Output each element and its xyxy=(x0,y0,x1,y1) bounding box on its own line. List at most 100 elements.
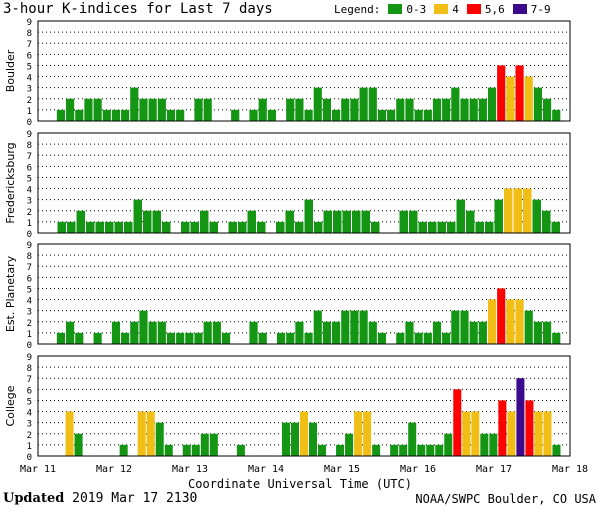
bar xyxy=(399,444,408,456)
bar xyxy=(212,321,221,344)
bar xyxy=(352,210,361,233)
bar xyxy=(513,188,522,233)
bar xyxy=(247,210,256,233)
y-tick-label: 0 xyxy=(27,341,32,351)
bar xyxy=(396,98,405,121)
bar xyxy=(209,221,218,233)
series-label: Fredericksburg xyxy=(4,142,17,223)
y-tick-label: 0 xyxy=(27,453,32,463)
bar xyxy=(236,444,245,456)
bar xyxy=(176,332,185,344)
bar xyxy=(456,199,465,233)
bar xyxy=(181,221,190,233)
x-tick-label: Mar 16 xyxy=(400,464,436,475)
bar xyxy=(152,210,161,233)
bar xyxy=(56,332,66,344)
panel-frame xyxy=(37,243,571,345)
y-tick-label: 1 xyxy=(27,219,32,229)
bar xyxy=(285,210,294,233)
bar xyxy=(543,411,552,456)
bar xyxy=(542,98,552,121)
y-tick-label: 2 xyxy=(27,319,32,329)
bar xyxy=(66,321,75,344)
bar xyxy=(75,332,84,344)
bar xyxy=(318,444,327,456)
y-tick-label: 3 xyxy=(27,197,32,207)
bar xyxy=(93,332,102,344)
bar xyxy=(166,332,176,344)
bar xyxy=(166,109,176,121)
x-tick-label: Mar 14 xyxy=(248,464,284,475)
bar xyxy=(471,411,480,456)
bar xyxy=(323,210,332,233)
bar xyxy=(359,87,368,121)
bar xyxy=(190,221,199,233)
bar xyxy=(478,98,487,121)
y-tick-label: 2 xyxy=(27,431,32,441)
bar xyxy=(418,221,427,233)
bar xyxy=(267,109,276,121)
bar xyxy=(466,210,475,233)
bar xyxy=(552,444,561,456)
panel-frame xyxy=(37,20,571,122)
y-tick-label: 9 xyxy=(27,241,32,251)
bar xyxy=(435,444,444,456)
y-tick-label: 3 xyxy=(27,420,32,430)
bar xyxy=(485,221,494,233)
bar xyxy=(423,109,432,121)
bar xyxy=(111,321,121,344)
bar xyxy=(363,411,372,456)
bar xyxy=(478,321,487,344)
bar xyxy=(542,210,551,233)
legend-item-7-9: 7-9 xyxy=(530,3,551,16)
y-tick-label: 1 xyxy=(27,442,32,452)
y-tick-label: 7 xyxy=(27,375,32,385)
bar xyxy=(75,109,84,121)
bar xyxy=(451,87,460,121)
y-tick-label: 8 xyxy=(27,252,32,262)
x-tick-label: Mar 17 xyxy=(476,464,512,475)
y-tick-label: 5 xyxy=(27,174,32,184)
bar xyxy=(332,109,341,121)
y-tick-label: 4 xyxy=(27,74,32,84)
bar xyxy=(295,221,304,233)
y-tick-label: 6 xyxy=(27,274,32,284)
legend-item-5-6: 5,6 xyxy=(484,3,505,16)
bar xyxy=(341,98,350,121)
chart-title: 3-hour K-indices for Last 7 days xyxy=(3,1,273,17)
source-credit: NOAA/SWPC Boulder, CO USA xyxy=(415,492,596,506)
bar xyxy=(66,98,75,121)
bar xyxy=(469,98,478,121)
bar xyxy=(86,221,95,233)
y-tick-label: 2 xyxy=(27,96,32,106)
bar xyxy=(258,98,267,121)
bar xyxy=(162,221,171,233)
bar xyxy=(333,210,342,233)
bar xyxy=(444,433,453,456)
bar xyxy=(494,199,503,233)
series-label: Boulder xyxy=(4,49,17,92)
bar xyxy=(361,210,370,233)
updated-timestamp: Updated 2019 Mar 17 2130 xyxy=(3,491,197,506)
legend-swatch-0-3 xyxy=(388,4,403,14)
bar xyxy=(130,321,139,344)
bar xyxy=(314,221,323,233)
y-tick-label: 7 xyxy=(27,152,32,162)
bar xyxy=(498,400,507,456)
bar xyxy=(286,98,295,121)
bar xyxy=(286,332,295,344)
bar xyxy=(84,98,93,121)
bar xyxy=(221,332,231,344)
bar xyxy=(497,288,506,344)
bar xyxy=(525,400,534,456)
bar xyxy=(341,310,350,344)
bar xyxy=(552,109,561,121)
bar xyxy=(228,221,237,233)
bar xyxy=(372,444,381,456)
bar xyxy=(442,332,451,344)
bar xyxy=(396,332,405,344)
bar xyxy=(148,98,157,121)
y-tick-label: 1 xyxy=(27,330,32,340)
